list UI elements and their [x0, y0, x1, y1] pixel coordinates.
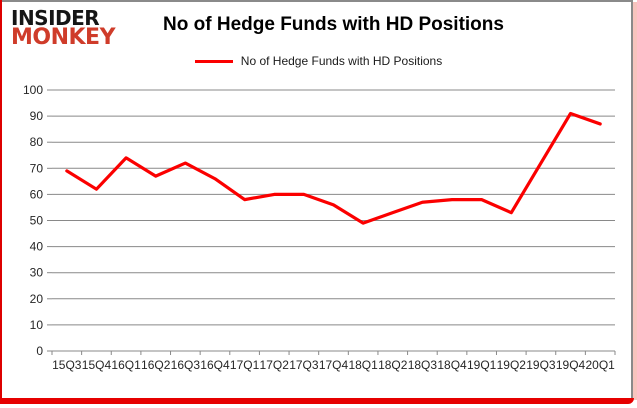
insider-monkey-logo: INSIDER MONKEY: [11, 6, 116, 50]
x-axis-label: 18Q4: [437, 358, 467, 372]
x-axis-label: 19Q2: [497, 358, 527, 372]
x-axis-label: 17Q3: [289, 358, 319, 372]
y-axis-label: 40: [30, 240, 44, 254]
legend-line-marker: [194, 59, 233, 63]
x-axis-label: 18Q2: [378, 358, 408, 372]
frame-top-border: [2, 0, 632, 2]
x-axis-label: 20Q1: [586, 358, 616, 372]
y-axis-label: 0: [36, 344, 43, 358]
x-axis-label: 18Q1: [348, 358, 378, 372]
x-axis-label: 19Q3: [526, 358, 556, 372]
x-axis-label: 16Q4: [200, 358, 230, 372]
page-title: No of Hedge Funds with HD Positions: [163, 14, 504, 35]
x-axis-label: 16Q3: [171, 358, 201, 372]
x-axis-label: 17Q4: [319, 358, 349, 372]
series-line: [65, 111, 602, 225]
x-axis-label: 15Q3: [52, 358, 82, 372]
x-axis-label: 18Q3: [408, 358, 438, 372]
y-axis-label: 60: [30, 187, 44, 201]
y-axis-label: 50: [30, 214, 44, 228]
x-axis-label: 19Q4: [556, 358, 586, 372]
legend-series-label: No of Hedge Funds with HD Positions: [240, 54, 443, 68]
frame-right-glow: [633, 2, 637, 400]
x-axis-label: 17Q2: [260, 358, 290, 372]
y-axis-label: 90: [30, 109, 44, 123]
x-axis-label: 17Q1: [230, 358, 260, 372]
x-axis-label: 19Q1: [467, 358, 497, 372]
logo-insider-text: INSIDER: [11, 6, 100, 30]
x-axis-label: 15Q4: [82, 358, 112, 372]
y-axis-label: 70: [30, 161, 44, 175]
y-axis-label: 20: [30, 292, 44, 306]
y-axis-label: 80: [30, 135, 44, 149]
y-axis-label: 30: [30, 266, 44, 280]
frame-bottom-accent: [0, 398, 634, 404]
chart-plot-area: 0 10 20 30 40 50 60 70 80 90 100 15Q3 15Q4 16Q1 16Q2 16…: [0, 80, 637, 390]
chart-legend: No of Hedge Funds with HD Positions: [0, 54, 637, 68]
y-axis-label: 100: [23, 83, 43, 97]
frame-right-border: [631, 0, 633, 398]
chart-header: INSIDER MONKEY No of Hedge Funds with HD…: [0, 6, 637, 80]
y-axis-label: 10: [30, 318, 44, 332]
x-axis-label: 16Q1: [111, 358, 141, 372]
frame-left-accent: [0, 0, 2, 402]
logo-monkey-text: MONKEY: [11, 24, 116, 50]
x-axis-label: 16Q2: [141, 358, 171, 372]
